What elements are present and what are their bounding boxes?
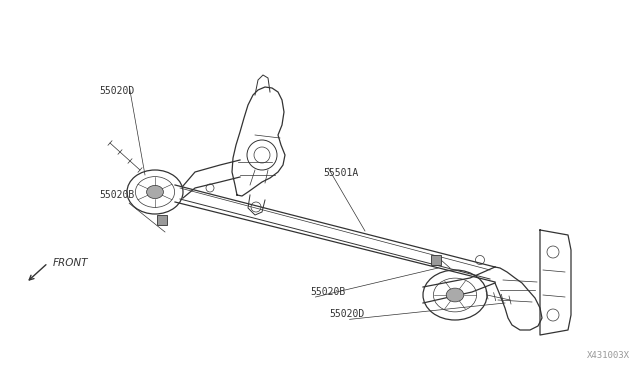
- Ellipse shape: [147, 185, 163, 199]
- Text: 55020B: 55020B: [99, 190, 134, 200]
- Text: 55020D: 55020D: [99, 86, 134, 96]
- Text: FRONT: FRONT: [53, 258, 88, 268]
- Text: 55020D: 55020D: [330, 310, 365, 319]
- Bar: [157, 215, 167, 225]
- Text: X431003X: X431003X: [587, 351, 630, 360]
- Text: 55020B: 55020B: [310, 287, 346, 297]
- Ellipse shape: [446, 288, 464, 302]
- Text: 55501A: 55501A: [323, 168, 358, 178]
- Bar: [431, 255, 441, 265]
